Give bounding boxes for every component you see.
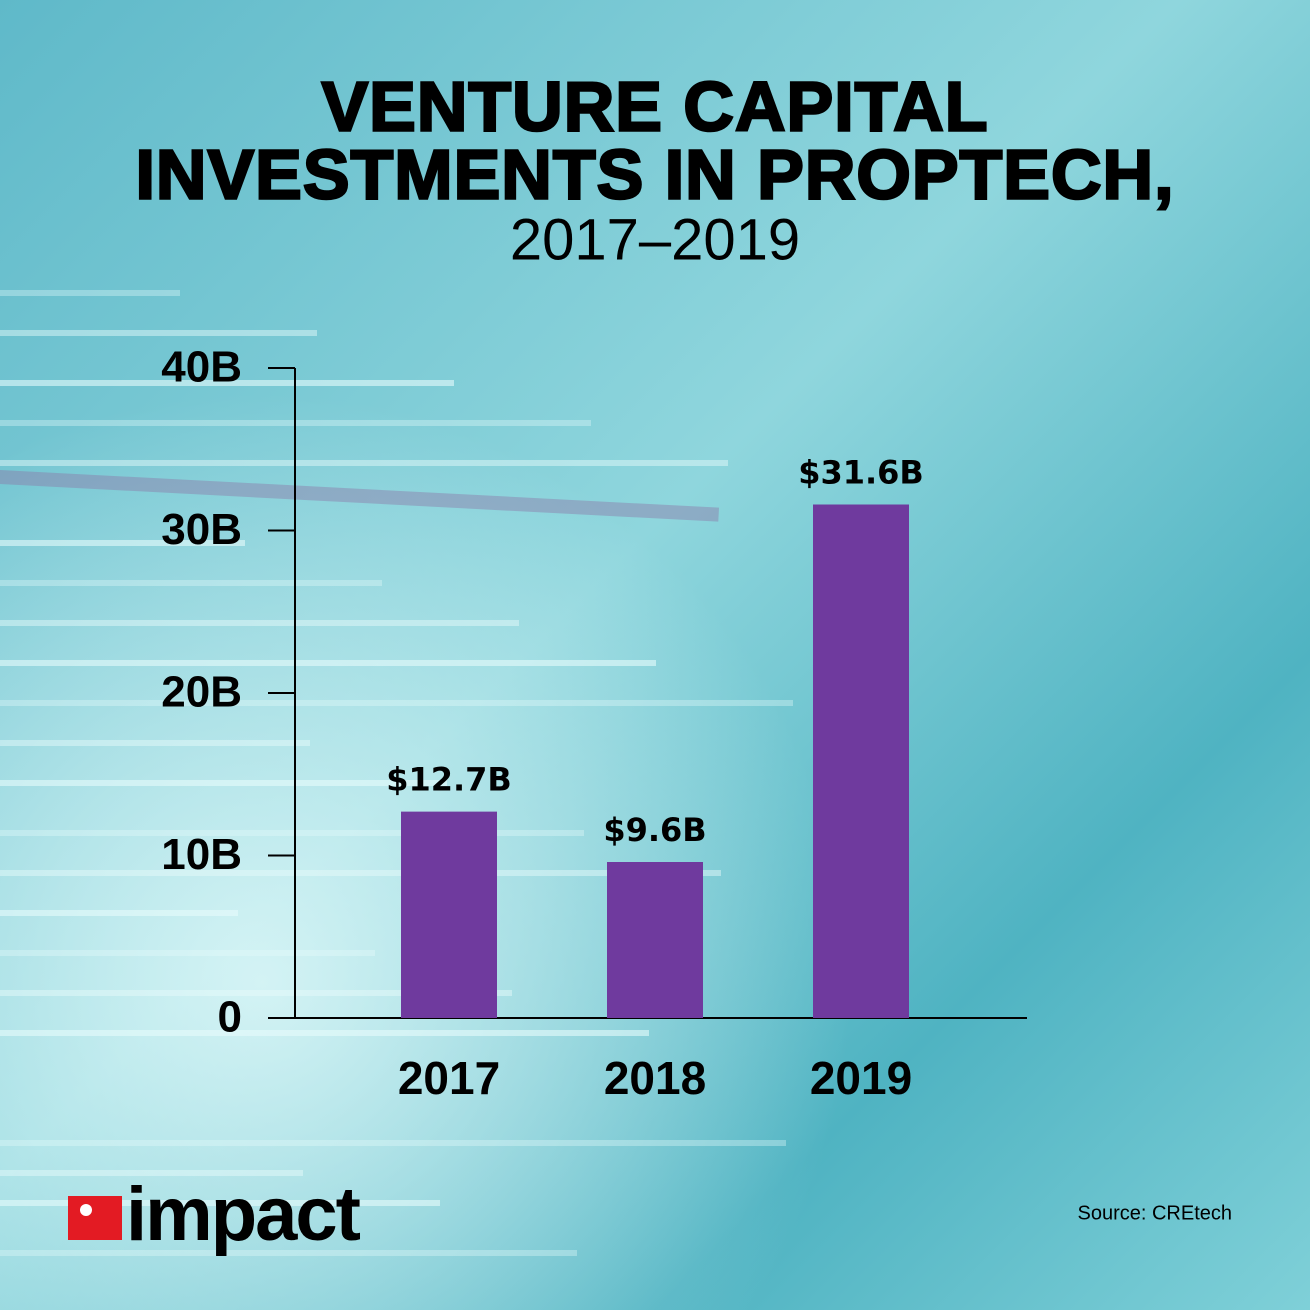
bar: [813, 504, 909, 1018]
background-streak: [0, 990, 512, 996]
background-streak: [0, 540, 245, 546]
background-streak: [0, 470, 720, 522]
background-streak: [0, 830, 584, 836]
background-streak: [0, 910, 238, 916]
background-streak: [0, 1250, 577, 1256]
logo-mark: [68, 1196, 122, 1240]
y-tick-label: 0: [218, 993, 242, 1042]
background-streak: [0, 1200, 440, 1206]
background-streak: [0, 660, 656, 666]
logo-text: impact: [126, 1172, 361, 1257]
chart-title: VENTURE CAPITAL: [321, 67, 988, 145]
source-note: Source: CREtech: [1077, 1202, 1232, 1224]
background-streak: [0, 780, 447, 786]
background-streak: [0, 620, 519, 626]
logo-dot: [80, 1204, 92, 1216]
background-streak: [0, 580, 382, 586]
background-streak: [0, 740, 310, 746]
x-tick-label: 2019: [810, 1052, 912, 1104]
background-streak: [0, 1140, 786, 1146]
chart-title: INVESTMENTS IN PROPTECH,: [135, 135, 1174, 213]
x-tick-label: 2018: [604, 1052, 706, 1104]
background-streak: [0, 330, 317, 336]
background-streak: [0, 380, 454, 386]
y-tick-label: 30B: [161, 505, 242, 554]
background-streaks: [0, 290, 793, 1256]
bar: [607, 862, 703, 1018]
x-tick-label: 2017: [398, 1052, 500, 1104]
chart-subtitle: 2017–2019: [510, 207, 800, 272]
background-streak: [0, 290, 180, 296]
y-tick-label: 40B: [161, 343, 242, 392]
background-streak: [0, 950, 375, 956]
background-streak: [0, 1170, 303, 1176]
background-streak: [0, 700, 793, 706]
value-label: $31.6B: [798, 454, 924, 492]
bar: [401, 811, 497, 1018]
value-label: $9.6B: [603, 811, 706, 849]
value-label: $12.7B: [386, 761, 512, 799]
background-streak: [0, 460, 728, 466]
background-streak: [0, 870, 721, 876]
y-tick-label: 20B: [161, 668, 242, 717]
background-streak: [0, 1030, 649, 1036]
y-tick-label: 10B: [161, 830, 242, 879]
